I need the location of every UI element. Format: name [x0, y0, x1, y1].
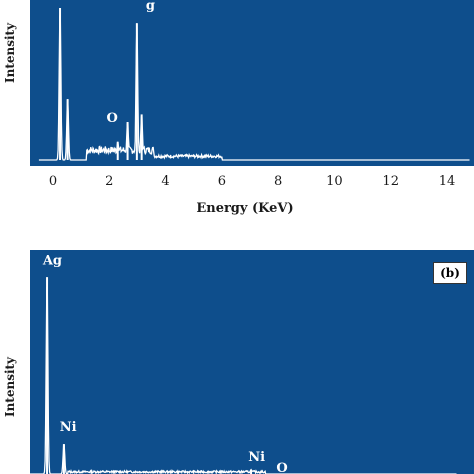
peak-labels-a: Og	[106, 0, 154, 126]
peak-annotation: O	[276, 461, 287, 474]
plot-area-a	[30, 0, 474, 166]
peak-annotation: g	[146, 0, 155, 14]
spectrum-line	[25, 287, 457, 474]
x-tick-label: 4	[161, 174, 170, 189]
x-tick-label: 2	[105, 174, 114, 189]
panel-tag-b: (b)	[433, 262, 467, 284]
spectrum-line	[38, 15, 470, 161]
peak-annotation: Ag	[42, 253, 62, 268]
y-axis-label-b: Intensity	[3, 356, 17, 418]
x-tick-label: 12	[382, 174, 399, 189]
peak-annotation: O	[106, 111, 117, 126]
x-tick-label: 6	[217, 174, 226, 189]
peak-annotation: Ni	[60, 420, 77, 435]
x-tick-label: 8	[274, 174, 283, 189]
x-tick-label: 14	[438, 174, 456, 189]
spectrum-b	[25, 277, 457, 474]
plot-area-b	[30, 250, 474, 474]
x-axis-label-a: Energy (KeV)	[196, 201, 294, 216]
x-tick-label: 0	[48, 174, 58, 189]
peak-labels-b: Ag Ni Ni O	[42, 253, 288, 474]
x-tick-label: 10	[326, 174, 343, 189]
y-axis-label-a: Intensity	[3, 22, 17, 83]
peak-annotation: Ni	[248, 450, 265, 465]
spectrum-a	[38, 8, 470, 161]
